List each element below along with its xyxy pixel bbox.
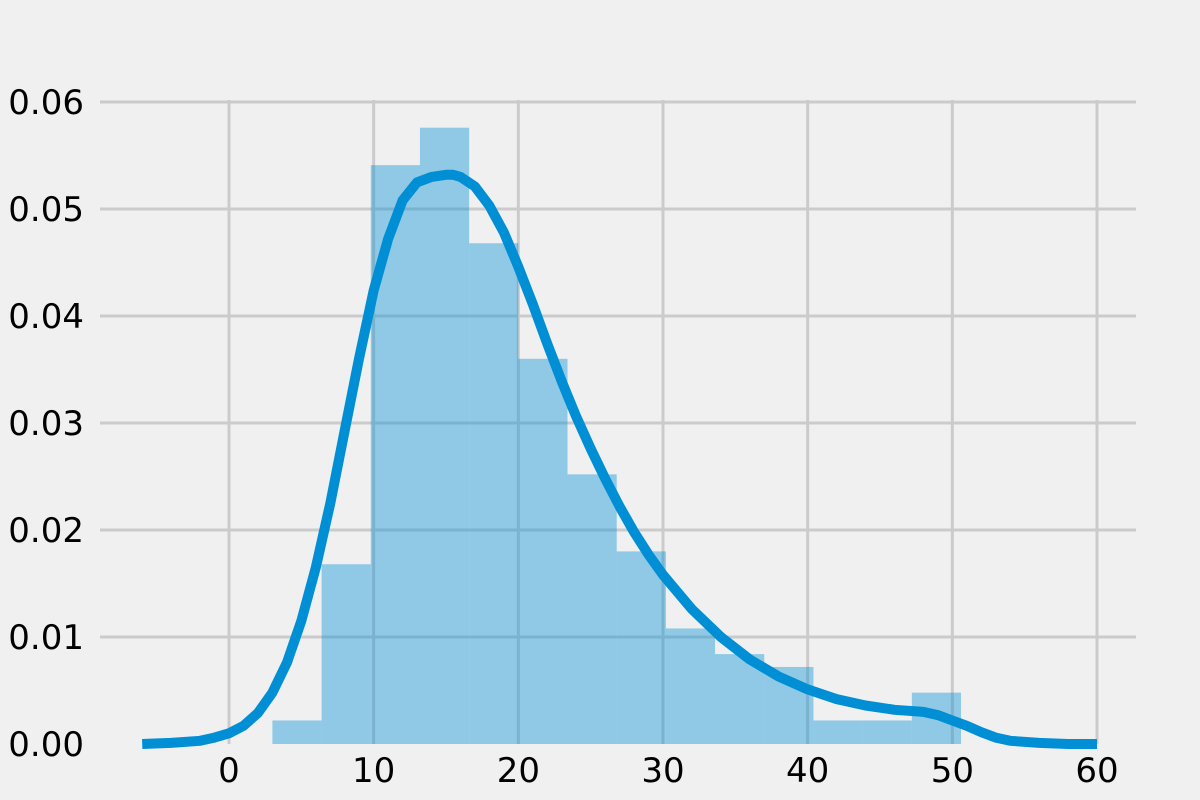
x-axis-tick-labels: 0 10 20 30 40 50 60 bbox=[218, 751, 1118, 791]
histogram-bar bbox=[813, 720, 863, 744]
x-tick-label: 10 bbox=[352, 751, 395, 791]
histogram-bar bbox=[321, 564, 371, 744]
y-tick-label: 0.01 bbox=[8, 618, 84, 658]
y-tick-label: 0.02 bbox=[8, 511, 84, 551]
histogram-bars bbox=[272, 127, 962, 745]
x-tick-label: 60 bbox=[1075, 751, 1118, 791]
y-axis-tick-labels: 0.00 0.01 0.02 0.03 0.04 0.05 0.06 bbox=[8, 83, 84, 765]
x-tick-label: 50 bbox=[931, 751, 974, 791]
kde-line bbox=[142, 169, 1097, 749]
x-tick-label: 20 bbox=[497, 751, 540, 791]
histogram-bar bbox=[567, 474, 617, 744]
grid bbox=[100, 100, 1136, 744]
histogram-bar bbox=[616, 551, 666, 744]
histogram-bar bbox=[370, 165, 420, 744]
histogram-bar bbox=[715, 654, 765, 744]
histogram-bar bbox=[469, 243, 519, 745]
y-tick-label: 0.00 bbox=[8, 725, 84, 765]
histogram-bar bbox=[665, 628, 716, 744]
histogram-bar bbox=[518, 358, 568, 744]
x-tick-label: 0 bbox=[218, 751, 240, 791]
x-tick-label: 40 bbox=[786, 751, 829, 791]
y-tick-label: 0.04 bbox=[8, 297, 84, 337]
histogram-bar bbox=[862, 720, 912, 744]
y-tick-label: 0.05 bbox=[8, 190, 84, 230]
histogram-bar bbox=[419, 127, 470, 745]
y-tick-label: 0.03 bbox=[8, 404, 84, 444]
kde-curve bbox=[142, 169, 1097, 749]
x-tick-label: 30 bbox=[641, 751, 684, 791]
histogram-bar bbox=[272, 720, 322, 744]
y-tick-label: 0.06 bbox=[8, 83, 84, 123]
